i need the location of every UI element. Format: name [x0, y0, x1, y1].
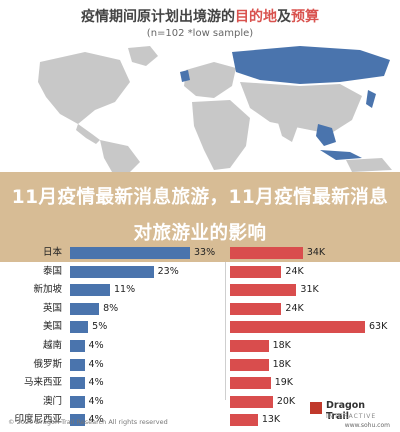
title-prefix: 疫情期间原计划出境游的 — [81, 9, 235, 25]
chart-row: 印度尼西亚 4% 13K — [0, 411, 400, 429]
category-label: 印度尼西亚 — [14, 414, 62, 426]
share-bar — [70, 358, 85, 371]
share-value-label: 4% — [88, 377, 104, 389]
asia-shape — [240, 82, 362, 134]
category-label: 俄罗斯 — [33, 358, 62, 370]
chart-row: 新加坡 11% 31K — [0, 281, 400, 299]
share-value-label: 4% — [88, 340, 104, 351]
title-highlight2: 预算 — [291, 9, 319, 25]
brand-name: Dragon Trail — [326, 400, 366, 422]
share-bar — [70, 302, 100, 315]
budget-bar — [230, 395, 273, 408]
share-value-label: 23% — [157, 265, 179, 277]
budget-bar — [230, 377, 271, 390]
share-bar — [70, 284, 110, 297]
share-bar — [70, 414, 85, 427]
budget-value-label: 31K — [300, 284, 319, 296]
budget-value-label: 34K — [306, 247, 326, 258]
brand-footer: Dragon Trail INTERACTIVE www.sohu.com — [310, 398, 390, 429]
chart-row: 越南 4% 18K — [0, 337, 400, 355]
share-bar — [70, 247, 190, 259]
budget-bar — [230, 284, 297, 297]
japan-shape — [366, 90, 376, 108]
central-america-shape — [76, 124, 100, 144]
australia-shape — [346, 158, 392, 172]
budget-bar — [230, 265, 282, 278]
title-highlight: 目的地 — [235, 9, 277, 25]
budget-bar — [230, 358, 269, 371]
chart-title: 疫情期间原计划出境游的目的地及预算 — [0, 6, 400, 26]
chart-row: 俄罗斯 4% 18K — [0, 356, 400, 374]
budget-value-label: 18K — [272, 340, 291, 351]
copyright-text: © 2020 Dragon Trail Research All rights … — [8, 418, 168, 426]
dragon-trail-logo — [310, 402, 322, 414]
category-label: 越南 — [42, 340, 62, 351]
europe-shape — [184, 62, 236, 98]
category-label: 泰国 — [42, 265, 62, 277]
russia-shape — [232, 46, 390, 84]
budget-value-label: 24K — [285, 265, 304, 277]
world-map-shapes — [38, 46, 392, 172]
share-value-label: 33% — [194, 247, 216, 258]
category-label: 英国 — [42, 302, 62, 314]
chart-subtitle: (n=102 *low sample) — [146, 28, 254, 39]
budget-bar — [230, 321, 365, 334]
budget-value-label: 24K — [285, 302, 304, 314]
budget-value-label: 63K — [369, 321, 388, 333]
share-value-label: 11% — [114, 284, 136, 296]
uk-shape — [180, 70, 190, 82]
africa-shape — [192, 100, 250, 170]
share-bar — [70, 340, 85, 352]
budget-bar — [230, 414, 258, 427]
budget-bar — [230, 340, 269, 352]
title-banner: 11月疫情最新消息旅游，11月疫情最新消息对旅游业的影响 — [0, 172, 400, 262]
category-label: 美国 — [42, 321, 62, 333]
chart-divider — [225, 262, 226, 400]
share-value-label: 8% — [103, 302, 119, 314]
budget-bar — [230, 247, 303, 259]
budget-value-label: 18K — [272, 358, 291, 370]
chart-row: 马来西亚 4% 19K — [0, 374, 400, 392]
budget-value-label: 13K — [261, 414, 281, 426]
share-bar — [70, 321, 89, 334]
india-shape — [276, 116, 300, 142]
southeast-asia-shape — [316, 124, 336, 146]
share-value-label: 4% — [88, 395, 104, 407]
banner-text: 11月疫情最新消息旅游，11月疫情最新消息对旅游业的影响 — [11, 187, 389, 244]
watermark-url: www.sohu.com — [344, 422, 390, 429]
category-label: 新加坡 — [33, 284, 62, 296]
title-mid: 及 — [277, 9, 291, 25]
share-value-label: 4% — [88, 414, 104, 426]
south-america-shape — [100, 140, 140, 172]
world-map — [38, 46, 392, 172]
chart-row: 泰国 23% 24K — [0, 263, 400, 281]
category-label: 日本 — [42, 247, 62, 258]
share-bar — [70, 377, 85, 390]
share-bar — [70, 265, 154, 278]
brand-subtitle: INTERACTIVE — [326, 413, 377, 420]
chart-row: 日本 33% 34K — [0, 244, 400, 262]
budget-value-label: 20K — [276, 395, 296, 407]
category-label: 马来西亚 — [23, 377, 62, 389]
budget-bar — [230, 302, 282, 315]
chart-row: 澳门 4% 20K — [0, 393, 400, 411]
chart-row: 英国 8% 24K — [0, 300, 400, 318]
greenland-shape — [128, 46, 158, 66]
share-bar — [70, 395, 85, 408]
category-label: 澳门 — [42, 395, 62, 407]
chart-row: 美国 5% 63K — [0, 318, 400, 336]
budget-value-label: 19K — [274, 377, 294, 389]
indonesia-shape — [320, 150, 362, 160]
share-value-label: 4% — [88, 358, 104, 370]
north-america-shape — [38, 52, 130, 124]
share-value-label: 5% — [92, 321, 108, 333]
